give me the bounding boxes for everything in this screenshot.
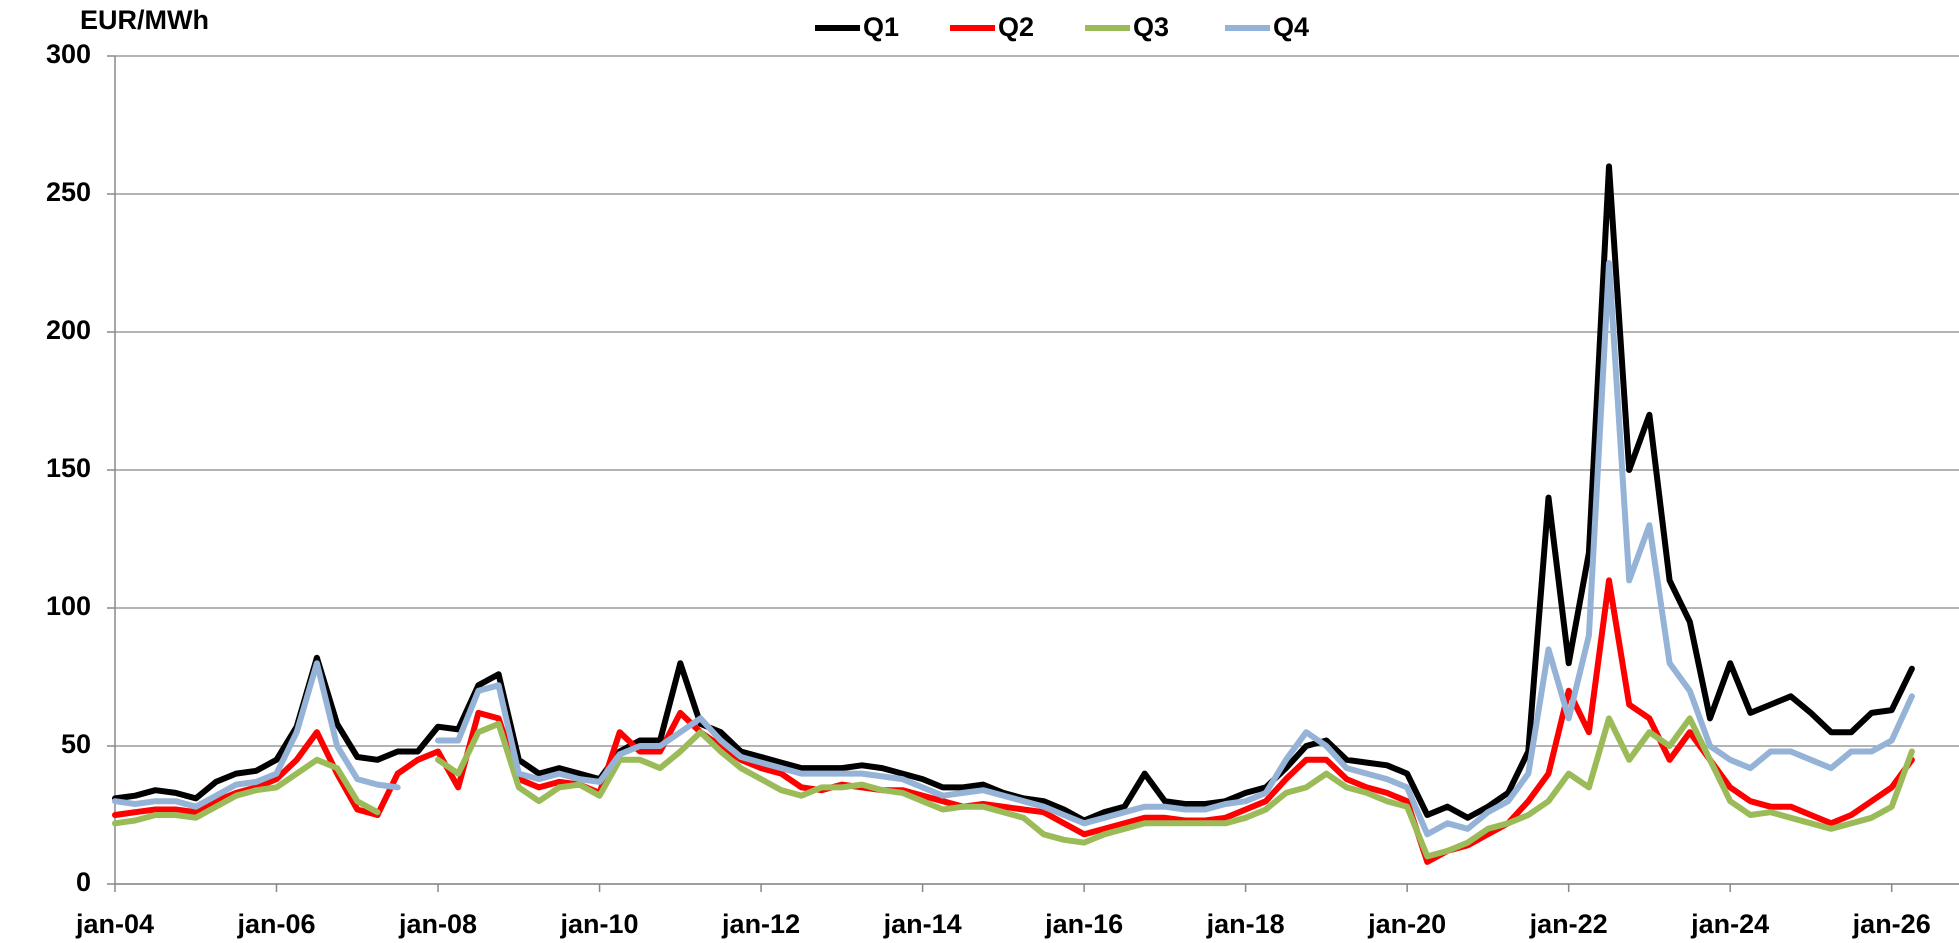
legend-label: Q3 [1133,12,1169,42]
legend-label: Q1 [863,12,899,42]
x-tick-label: jan-20 [1367,909,1446,939]
x-tick-label: jan-16 [1044,909,1123,939]
x-tick-label: jan-14 [883,909,962,939]
y-axis-label: EUR/MWh [80,5,209,35]
x-tick-label: jan-26 [1852,909,1931,939]
x-tick-label: jan-22 [1529,909,1608,939]
y-tick-label: 150 [46,453,91,483]
y-tick-label: 100 [46,591,91,621]
x-tick-label: jan-12 [721,909,800,939]
y-tick-label: 250 [46,177,91,207]
x-tick-label: jan-10 [560,909,639,939]
x-tick-label: jan-24 [1690,909,1769,939]
y-tick-label: 50 [61,729,91,759]
y-tick-label: 200 [46,315,91,345]
legend-label: Q4 [1273,12,1309,42]
series-line [112,260,1915,838]
x-tick-label: jan-06 [236,909,315,939]
legend-label: Q2 [998,12,1034,42]
y-tick-label: 300 [46,39,91,69]
x-tick-label: jan-18 [1206,909,1285,939]
x-tick-label: jan-08 [398,909,477,939]
x-tick-label: jan-04 [75,909,154,939]
series-line [112,715,1915,860]
y-tick-label: 0 [76,867,91,897]
series-line [112,577,1915,865]
series-line [112,163,1915,824]
